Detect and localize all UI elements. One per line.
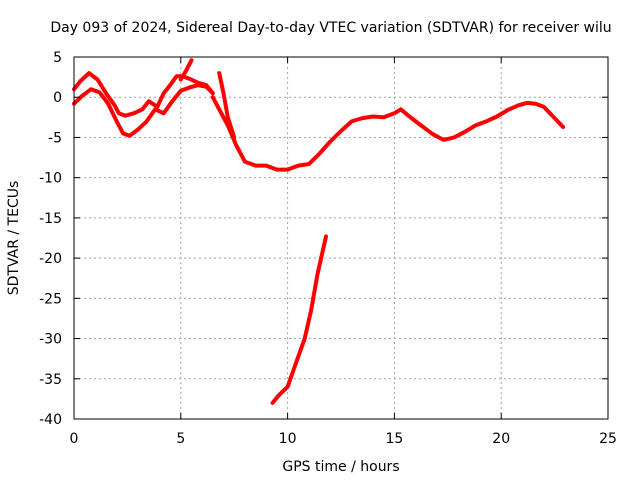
y-tick-label: -15 [39,211,62,227]
y-tick-label: -35 [39,372,62,388]
x-tick-label: 25 [599,431,617,447]
tick-label-layer: 0 5 10 15 20 25 -40 -35 -30 -25 -20 -15 -10 -5 0 5 [39,50,617,447]
y-tick-label: 5 [53,50,62,66]
x-axis-label: GPS time / hours [282,459,399,475]
series-line-steep-segment [270,234,328,405]
y-tick-label: -10 [39,171,62,187]
grid-layer [74,57,608,419]
series-line-drop-segment [217,71,237,140]
x-tick-label: 5 [176,431,185,447]
series-line-main-continuation [210,95,566,172]
x-tick-label: 20 [492,431,510,447]
series-layer [72,58,566,405]
x-tick-label: 15 [385,431,403,447]
y-tick-label: -20 [39,251,62,267]
y-tick-label: -5 [48,130,62,146]
y-axis-label: SDTVAR / TECUs [6,181,22,296]
chart-title: Day 093 of 2024, Sidereal Day-to-day VTE… [50,20,611,36]
series-line-main-lower [72,83,215,138]
y-tick-label: -25 [39,291,62,307]
x-tick-label: 0 [70,431,79,447]
y-tick-label: -30 [39,332,62,348]
series-line-main-upper [72,71,215,118]
plot-frame [73,56,609,420]
series-line-short-rise [178,58,194,82]
x-tick-label: 10 [279,431,297,447]
y-tick-label: 0 [53,90,62,106]
y-tick-label: -40 [39,412,62,428]
